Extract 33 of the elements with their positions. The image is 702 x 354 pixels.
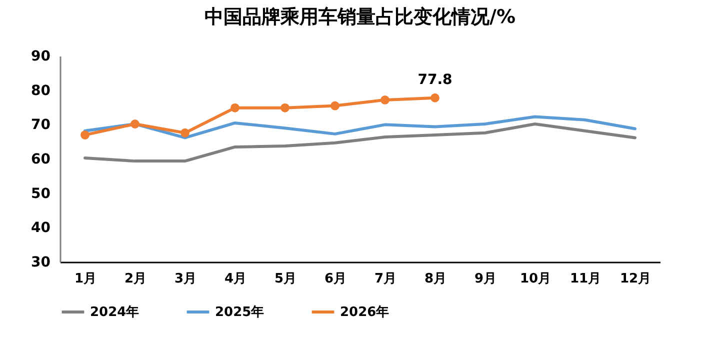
point [130, 120, 140, 128]
point [80, 130, 90, 140]
y-tick-label: 90 [31, 48, 51, 64]
x-tick-label: 10月 [520, 272, 552, 286]
y-tick-label: 70 [31, 117, 51, 134]
point [330, 101, 340, 110]
x-tick-label: 12月 [620, 272, 652, 286]
point [380, 95, 390, 104]
y-tick-label: 30 [31, 254, 51, 270]
x-tick-label: 7月 [374, 272, 397, 286]
line-series [84, 122, 636, 163]
x-tick-label: 1月 [74, 272, 97, 286]
x-tick-label: 8月 [424, 272, 447, 286]
x-tick-label: 3月 [174, 272, 197, 286]
x-tick-label: 2月 [124, 272, 147, 286]
legend-label: 2026年 [340, 305, 390, 320]
point [230, 103, 240, 112]
x-tick-label: 5月 [274, 272, 297, 286]
x-tick-label: 9月 [474, 272, 497, 286]
legend-label: 2025年 [215, 305, 264, 320]
data-label: 77.8 [418, 72, 452, 88]
x-tick-label: 11月 [570, 272, 602, 286]
y-tick-label: 40 [31, 220, 51, 236]
legend-label: 2024年 [90, 305, 140, 320]
point [430, 93, 440, 102]
chart-title: 中国品牌乘用车销量占比变化情况/% [204, 6, 516, 28]
y-tick-label: 50 [31, 186, 51, 202]
x-tick-label: 6月 [324, 272, 347, 286]
point [180, 128, 190, 138]
x-tick-label: 4月 [224, 272, 247, 286]
point [280, 103, 290, 112]
y-tick-label: 80 [31, 82, 51, 99]
y-tick-label: 60 [31, 152, 51, 168]
